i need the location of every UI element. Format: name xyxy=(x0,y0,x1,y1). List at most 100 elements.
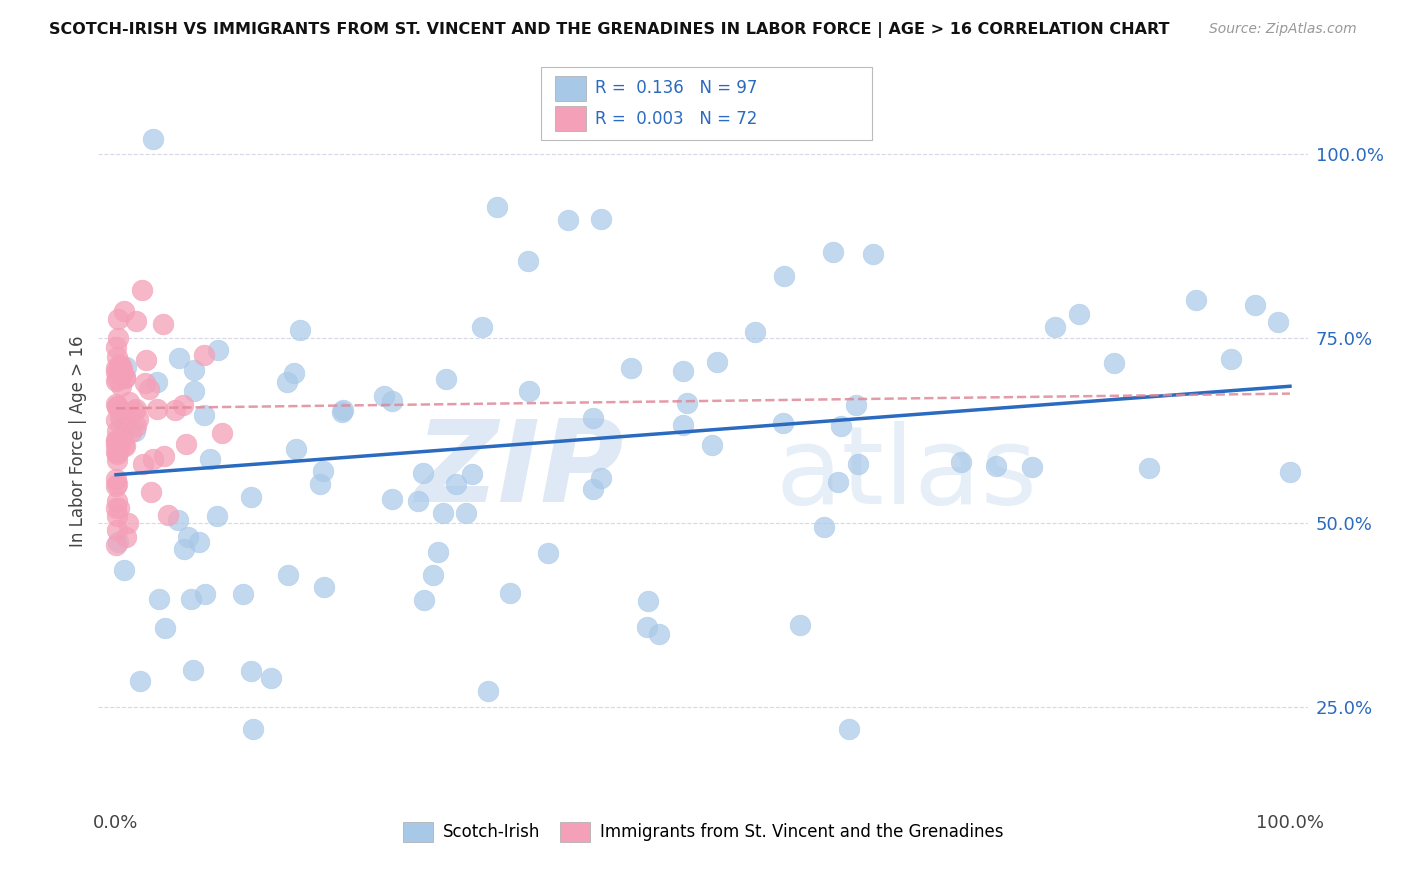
Point xyxy=(277,568,299,582)
Point xyxy=(283,366,305,380)
Point xyxy=(290,323,312,337)
Point xyxy=(107,500,129,515)
Point xyxy=(108,409,131,424)
Point xyxy=(813,520,835,534)
Point xyxy=(114,370,136,384)
Point xyxy=(1267,315,1289,329)
Point xyxy=(163,403,186,417)
Point xyxy=(183,663,205,677)
Point xyxy=(105,351,128,365)
Point xyxy=(309,476,332,491)
Point xyxy=(105,360,128,375)
Point xyxy=(838,722,860,736)
Point xyxy=(830,419,852,434)
Point xyxy=(193,348,215,362)
Point xyxy=(107,312,129,326)
Point xyxy=(125,419,148,434)
Point xyxy=(132,457,155,471)
Point xyxy=(205,509,228,524)
Point xyxy=(112,563,135,577)
Point xyxy=(312,464,335,478)
Point xyxy=(142,132,165,146)
Point xyxy=(105,397,128,411)
Point xyxy=(259,671,281,685)
Point xyxy=(105,374,128,388)
Point xyxy=(1137,461,1160,475)
Point xyxy=(672,417,695,432)
Point xyxy=(232,587,254,601)
Point xyxy=(105,477,128,491)
Point xyxy=(146,402,169,417)
Point xyxy=(187,534,209,549)
Point xyxy=(146,376,169,390)
Point xyxy=(176,436,198,450)
Text: R =  0.003   N = 72: R = 0.003 N = 72 xyxy=(595,110,756,128)
Point xyxy=(167,351,190,365)
Point xyxy=(148,592,170,607)
Point xyxy=(105,471,128,485)
Point xyxy=(105,424,128,438)
Point xyxy=(153,449,176,463)
Point xyxy=(436,372,458,386)
Text: R =  0.136   N = 97: R = 0.136 N = 97 xyxy=(595,79,756,97)
Point xyxy=(112,304,135,318)
Point xyxy=(242,722,264,736)
Point xyxy=(846,457,869,471)
Point xyxy=(406,493,429,508)
Point xyxy=(700,438,723,452)
Point xyxy=(105,365,128,379)
Point xyxy=(1220,351,1243,366)
Point xyxy=(105,523,128,537)
Point xyxy=(1102,356,1125,370)
Point xyxy=(107,331,129,345)
Point xyxy=(381,393,404,408)
Point xyxy=(183,384,205,398)
Point xyxy=(131,284,153,298)
Point xyxy=(485,200,508,214)
Point xyxy=(471,320,494,334)
Point xyxy=(107,363,129,377)
Point xyxy=(412,592,434,607)
Point xyxy=(499,585,522,599)
Y-axis label: In Labor Force | Age > 16: In Labor Force | Age > 16 xyxy=(69,335,87,548)
Point xyxy=(744,325,766,339)
Point xyxy=(118,394,141,409)
Point xyxy=(111,427,134,442)
Point xyxy=(381,491,404,506)
Point xyxy=(672,364,695,378)
Point xyxy=(152,317,174,331)
Point xyxy=(773,268,796,283)
Point xyxy=(557,213,579,227)
Point xyxy=(239,664,262,678)
Point xyxy=(821,245,844,260)
Point xyxy=(1021,459,1043,474)
Point xyxy=(827,475,849,490)
Point xyxy=(517,254,540,268)
Point xyxy=(637,620,659,634)
Point xyxy=(125,401,148,416)
Point xyxy=(194,587,217,601)
Point xyxy=(105,438,128,452)
Point xyxy=(105,538,128,552)
Point xyxy=(582,411,605,425)
Point xyxy=(706,355,728,369)
Point xyxy=(582,482,605,496)
Point xyxy=(176,530,198,544)
Point xyxy=(111,367,134,381)
Point xyxy=(1043,319,1066,334)
Point xyxy=(373,389,395,403)
Point xyxy=(125,314,148,328)
Point xyxy=(105,399,128,413)
Point xyxy=(134,376,156,390)
Point xyxy=(845,399,868,413)
Point xyxy=(110,436,132,450)
Point xyxy=(111,361,134,376)
Point xyxy=(107,359,129,373)
Point xyxy=(129,673,152,688)
Point xyxy=(120,425,142,439)
Point xyxy=(183,363,205,377)
Point xyxy=(105,509,128,524)
Point xyxy=(114,370,136,384)
Point xyxy=(117,516,139,530)
Point xyxy=(105,446,128,460)
